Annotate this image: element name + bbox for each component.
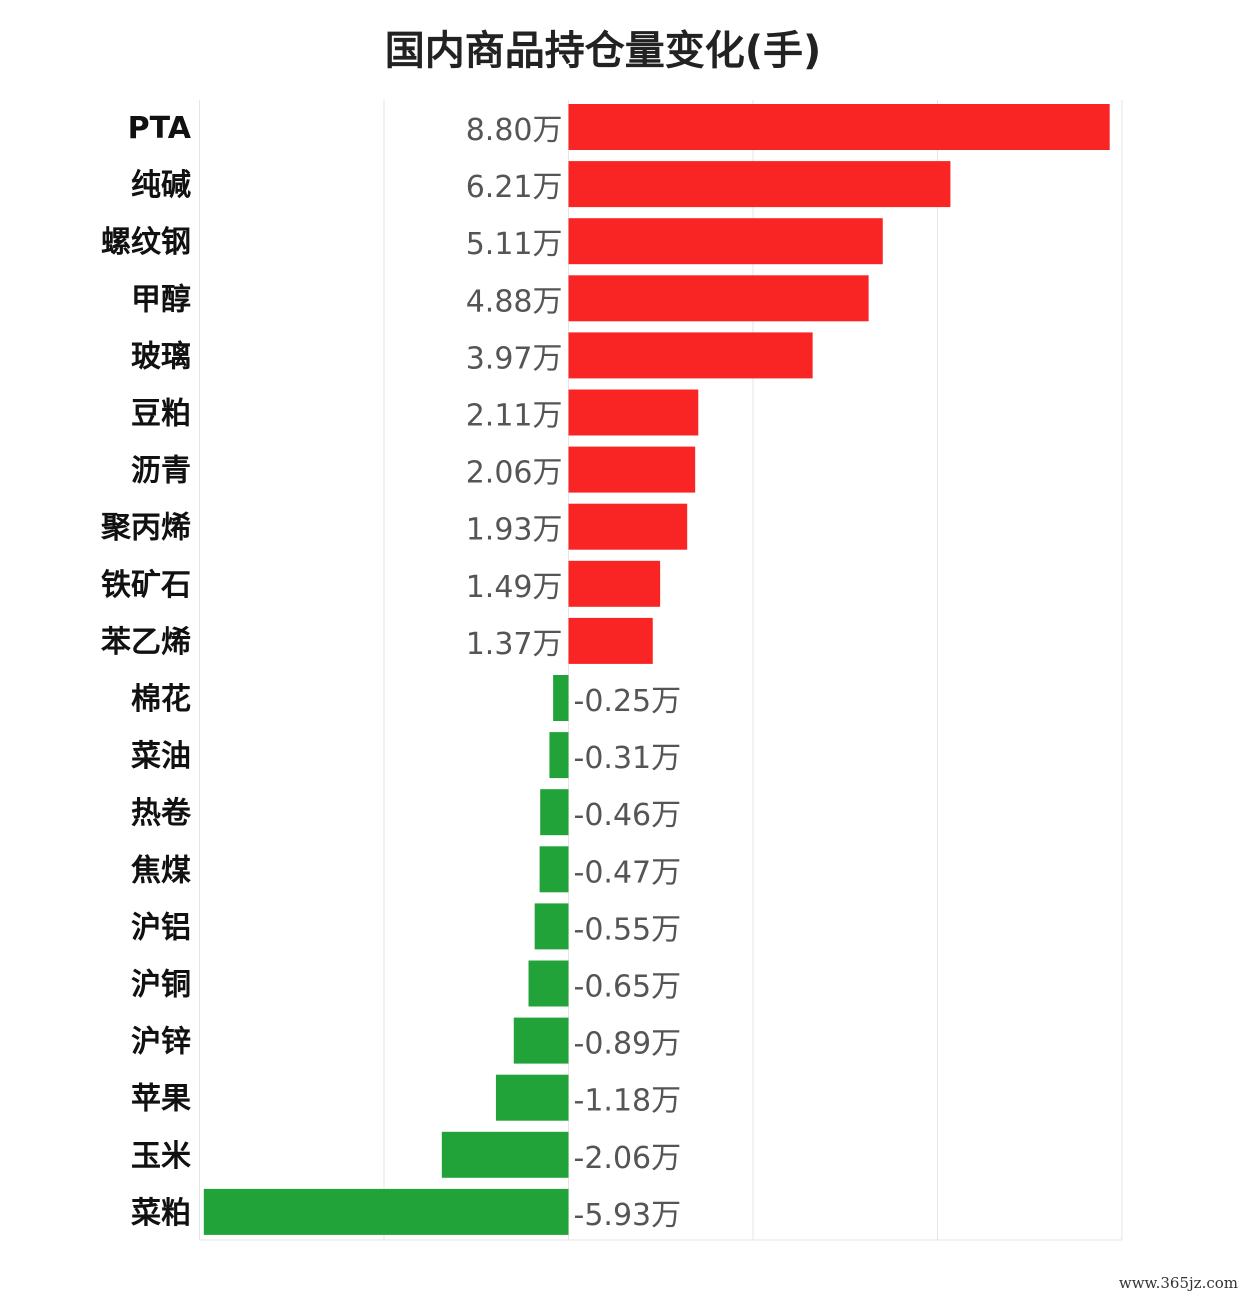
bar: [568, 617, 653, 664]
data-label: 8.80万: [466, 113, 563, 148]
grid-lines: [199, 100, 1123, 1241]
data-label: 1.49万: [466, 570, 563, 605]
bar: [528, 960, 569, 1007]
category-label: 聚丙烯: [100, 511, 191, 546]
bar: [568, 161, 951, 208]
data-label: 6.21万: [466, 170, 563, 205]
category-label: 沪铜: [131, 968, 191, 1003]
category-labels: PTA 纯碱螺纹钢甲醇玻璃豆粕沥青聚丙烯铁矿石苯乙烯棉花菜油热卷焦煤沪铝沪铜沪锌苹…: [100, 111, 192, 1231]
data-label: -0.55万: [574, 912, 682, 947]
bar: [568, 446, 696, 493]
chart-title: 国内商品持仓量变化(手): [384, 28, 822, 74]
category-label: 沥青: [131, 454, 191, 489]
data-label: -5.93万: [574, 1198, 682, 1233]
watermark: www.365jz.com: [1118, 1274, 1238, 1292]
category-label: 苯乙烯: [101, 625, 191, 660]
data-label: -0.25万: [574, 684, 682, 719]
data-label: -1.18万: [574, 1084, 682, 1119]
category-label: 豆粕: [131, 397, 191, 432]
bars: [203, 104, 1110, 1235]
bar: [534, 903, 569, 950]
data-label: 2.11万: [466, 399, 563, 434]
bar: [549, 732, 569, 779]
bar: [568, 503, 688, 550]
category-label: 沪锌: [131, 1025, 191, 1060]
category-label: 玉米: [131, 1139, 191, 1174]
data-label: 1.93万: [466, 513, 563, 548]
bar: [568, 104, 1110, 150]
category-label: 热卷: [131, 796, 192, 831]
bar: [568, 389, 699, 436]
value-labels: 8.80万 6.21万 5.11万 4.88万 3.97万 2.11万 2.06万 1.93万…: [466, 113, 681, 1233]
bar: [495, 1074, 569, 1121]
data-label: -0.31万: [574, 741, 682, 776]
category-label: 玻璃: [131, 339, 191, 374]
bar: [513, 1017, 569, 1064]
category-label: 沪铝: [131, 910, 191, 945]
bar: [568, 218, 883, 265]
data-label: -0.47万: [574, 855, 682, 890]
category-label: PTA: [128, 111, 192, 146]
data-label: 3.97万: [466, 341, 563, 376]
category-label: 焦煤: [131, 853, 191, 888]
bar: [539, 846, 569, 893]
bar: [203, 1188, 569, 1235]
category-label: 螺纹钢: [101, 225, 191, 260]
category-label: 菜粕: [131, 1196, 191, 1231]
bar: [568, 560, 661, 607]
data-label: -0.65万: [574, 970, 682, 1005]
data-label: 5.11万: [466, 227, 563, 262]
data-label: 4.88万: [466, 284, 563, 319]
category-label: 苹果: [131, 1082, 191, 1117]
data-label: -2.06万: [574, 1141, 682, 1176]
data-label: -0.46万: [574, 798, 682, 833]
category-label: 铁矿石: [101, 568, 191, 603]
bar: [553, 675, 569, 721]
category-label: 棉花: [131, 682, 191, 717]
bar: [540, 789, 569, 836]
bar: [568, 332, 813, 379]
data-label: -0.89万: [574, 1027, 682, 1062]
category-label: 菜油: [131, 739, 191, 774]
bar: [568, 275, 869, 322]
bar: [441, 1131, 569, 1178]
category-label: 甲醇: [131, 282, 191, 317]
data-label: 2.06万: [466, 456, 563, 491]
data-label: 1.37万: [466, 627, 563, 662]
category-label: 纯碱: [131, 168, 191, 203]
